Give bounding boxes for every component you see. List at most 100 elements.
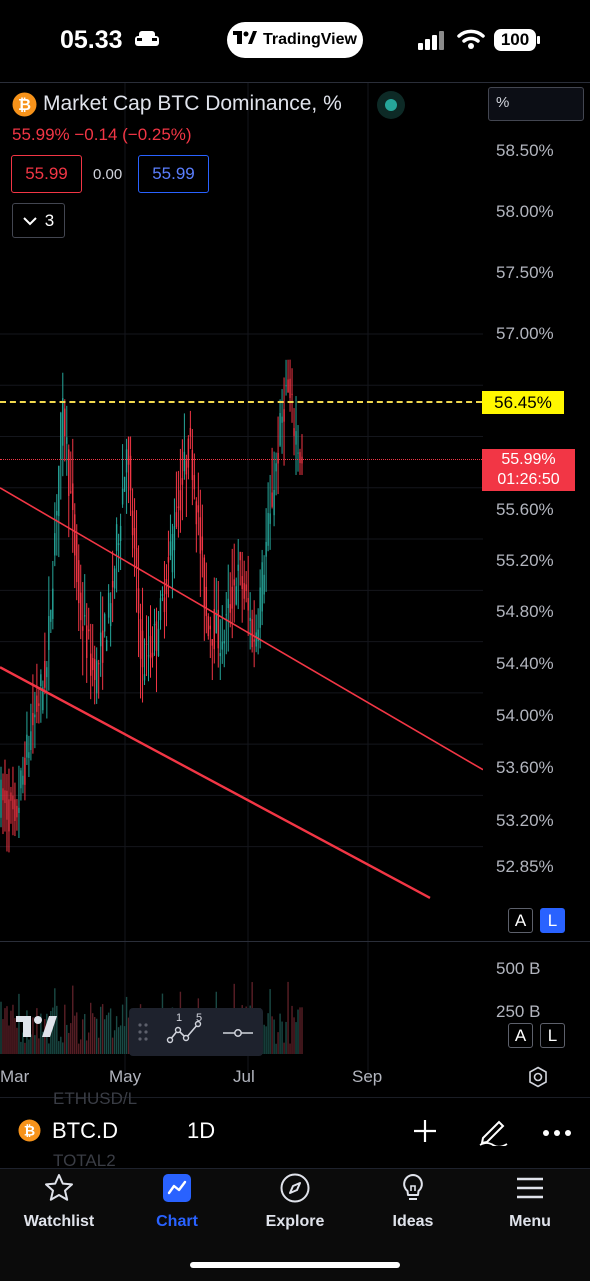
tab-watchlist[interactable]: Watchlist bbox=[9, 1172, 109, 1231]
candle-body bbox=[167, 557, 170, 563]
tab-label: Watchlist bbox=[23, 1213, 95, 1230]
ghost-watchlist-item: TOTAL2 bbox=[53, 1151, 116, 1168]
tab-chart[interactable]: Chart bbox=[127, 1172, 227, 1231]
spread-value: 0.00 bbox=[93, 166, 123, 183]
volume-bar bbox=[58, 1041, 60, 1054]
candle-body bbox=[93, 659, 96, 681]
tab-label: Menu bbox=[509, 1213, 551, 1230]
candle-body bbox=[175, 512, 178, 527]
candle-body bbox=[169, 541, 172, 556]
tab-ideas[interactable]: Ideas bbox=[363, 1172, 463, 1231]
volume-bar bbox=[123, 1026, 126, 1054]
candle-body bbox=[149, 636, 152, 659]
alert-price-line[interactable] bbox=[0, 401, 482, 403]
candle-body bbox=[293, 428, 295, 436]
horizontal-ray-icon[interactable] bbox=[222, 1026, 254, 1045]
candle-body bbox=[253, 639, 255, 642]
volume-bar bbox=[36, 1008, 38, 1054]
volume-bar bbox=[56, 1005, 58, 1054]
candle-body bbox=[217, 609, 219, 649]
buy-button[interactable]: 55.99 bbox=[138, 155, 209, 193]
candle-body bbox=[101, 630, 104, 663]
candle-body bbox=[209, 625, 212, 630]
candle-body bbox=[97, 663, 100, 665]
candle-body bbox=[299, 452, 301, 464]
unit-selector[interactable]: % bbox=[488, 87, 584, 121]
drag-handle-icon[interactable] bbox=[137, 1022, 149, 1047]
price-axis-label: 57.50% bbox=[496, 263, 554, 282]
candle-body bbox=[285, 385, 287, 387]
drawing-pen-icon[interactable] bbox=[477, 1114, 509, 1151]
tradingview-watermark-icon bbox=[16, 1016, 58, 1043]
chart-title[interactable]: Market Cap BTC Dominance, % bbox=[43, 92, 342, 115]
elliott-wave-icon[interactable] bbox=[166, 1014, 206, 1051]
candle-body bbox=[243, 583, 245, 599]
candle-body bbox=[10, 792, 12, 801]
candle-body bbox=[151, 652, 154, 658]
volume-bar bbox=[82, 1019, 84, 1054]
symbol-search-button[interactable]: BTC.D bbox=[52, 1118, 118, 1143]
last-price-tag: 55.99% 01:26:50 bbox=[482, 449, 575, 491]
candle-body bbox=[261, 562, 263, 612]
tradingview-pill[interactable]: TradingView bbox=[227, 22, 363, 58]
volume-bar bbox=[115, 1016, 118, 1054]
candle-body bbox=[283, 409, 285, 422]
volume-bar bbox=[76, 1012, 78, 1054]
volume-bar bbox=[6, 1006, 8, 1054]
volume-bar bbox=[265, 1026, 267, 1054]
candle-body bbox=[14, 799, 16, 821]
add-indicator-icon[interactable] bbox=[412, 1118, 438, 1149]
price-axis-label: 58.00% bbox=[496, 202, 554, 221]
candle-body bbox=[84, 615, 86, 617]
price-axis-label: 58.50% bbox=[496, 141, 554, 160]
candle-body bbox=[291, 393, 293, 395]
volume-bar bbox=[88, 1032, 90, 1054]
volume-bar bbox=[103, 1019, 106, 1054]
candle-body bbox=[18, 807, 20, 813]
volume-bar bbox=[60, 1036, 62, 1054]
time-axis-divider bbox=[0, 1097, 590, 1098]
last-price-line bbox=[0, 459, 482, 460]
alert-price-tag[interactable]: 56.45% bbox=[482, 391, 564, 414]
candle-body bbox=[111, 580, 114, 588]
sell-button[interactable]: 55.99 bbox=[11, 155, 82, 193]
log-scale-button[interactable]: L bbox=[540, 908, 565, 933]
chevron-down-icon bbox=[23, 211, 37, 231]
volume-bar bbox=[62, 1042, 64, 1054]
interval-button[interactable]: 1D bbox=[187, 1118, 216, 1143]
top-divider bbox=[0, 82, 590, 83]
candle-body bbox=[251, 619, 253, 648]
last-price-label: 55.99% bbox=[501, 451, 556, 468]
candle-body bbox=[127, 436, 130, 465]
volume-bar bbox=[269, 989, 271, 1054]
price-axis-label: 54.00% bbox=[496, 706, 554, 725]
volume-bar bbox=[52, 1007, 54, 1054]
candle-body bbox=[279, 413, 281, 446]
candle-body bbox=[163, 597, 166, 613]
candle-body bbox=[20, 770, 22, 789]
auto-scale-button[interactable]: A bbox=[508, 908, 533, 933]
candle-body bbox=[201, 536, 204, 551]
volume-auto-button[interactable]: A bbox=[508, 1023, 533, 1048]
tab-menu[interactable]: Menu bbox=[480, 1172, 580, 1231]
more-options-icon[interactable] bbox=[542, 1125, 572, 1143]
candle-body bbox=[197, 505, 200, 513]
market-status-icon[interactable] bbox=[376, 90, 406, 125]
volume-bar bbox=[68, 1032, 70, 1054]
candle-body bbox=[107, 592, 110, 618]
volume-bar bbox=[42, 1031, 44, 1054]
candle-body bbox=[221, 641, 223, 650]
indicators-toggle[interactable]: 3 bbox=[12, 203, 65, 238]
volume-log-button[interactable]: L bbox=[540, 1023, 565, 1048]
volume-bar bbox=[267, 1013, 269, 1054]
candle-body bbox=[269, 513, 271, 524]
tab-explore[interactable]: Explore bbox=[245, 1172, 345, 1231]
candle-body bbox=[42, 687, 44, 711]
chart-settings-icon[interactable] bbox=[527, 1066, 549, 1093]
star-icon bbox=[43, 1172, 75, 1209]
price-chart[interactable] bbox=[0, 83, 483, 1083]
candle-body bbox=[173, 526, 176, 551]
volume-bar bbox=[281, 1021, 283, 1054]
indicators-count: 3 bbox=[44, 210, 55, 230]
candle-body bbox=[30, 731, 32, 751]
